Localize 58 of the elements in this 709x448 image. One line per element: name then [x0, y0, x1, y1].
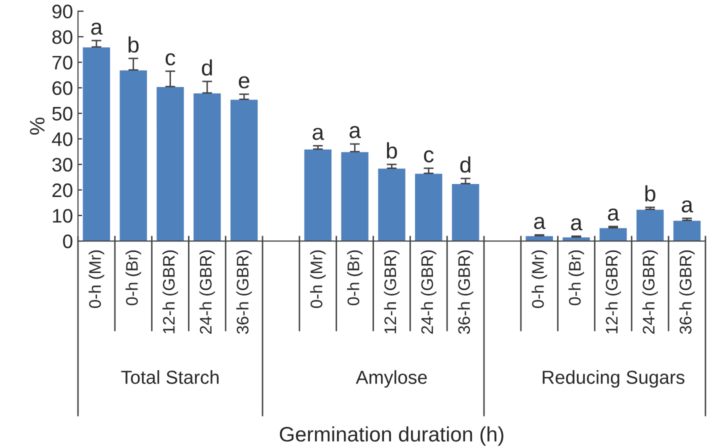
bar	[156, 86, 185, 242]
x-tick-label: 0-h (Br)	[568, 250, 584, 306]
bar	[377, 168, 406, 242]
bar	[340, 151, 370, 242]
data-label: d	[460, 156, 470, 173]
data-label: b	[645, 185, 656, 202]
x-tick-label: 36-h (GBR)	[236, 250, 252, 334]
text: Total Starch	[121, 370, 219, 384]
x-tick-label: 12-h (GBR)	[605, 250, 621, 334]
x-tick-label: 24-h (GBR)	[642, 250, 658, 334]
data-label: d	[202, 59, 212, 76]
x-tick-label: 0-h (Mr)	[88, 250, 104, 308]
text: Reducing Sugars	[542, 370, 684, 388]
data-label: c	[424, 150, 434, 162]
y-tick-label: 90	[52, 4, 72, 18]
data-label: a	[312, 128, 324, 140]
x-tick-label: 0-h (Br)	[347, 250, 363, 306]
x-tick-label: 0-h (Br)	[126, 250, 142, 306]
text: Amylose	[356, 370, 427, 388]
x-tick-label: 24-h (GBR)	[199, 250, 215, 334]
data-label: b	[128, 36, 139, 53]
y-tick-label: 10	[52, 208, 72, 223]
y-tick-label: 30	[52, 158, 72, 172]
y-tick-label: 50	[52, 106, 72, 121]
data-label: c	[166, 53, 176, 66]
data-label: a	[91, 22, 103, 35]
data-label: a	[571, 218, 582, 230]
data-label: e	[238, 76, 250, 88]
bar	[118, 70, 148, 242]
bar	[230, 98, 259, 242]
bar	[451, 183, 480, 242]
x-tick-label: 12-h (GBR)	[162, 250, 178, 334]
data-label: a	[534, 216, 546, 230]
y-tick-label: 20	[52, 183, 72, 198]
data-label: a	[350, 126, 361, 138]
bar	[672, 220, 702, 242]
y-tick-label: 70	[52, 56, 72, 70]
y-axis-title: %	[30, 118, 45, 135]
x-tick-label: 0-h (Mr)	[532, 250, 548, 308]
x-tick-label: 12-h (GBR)	[384, 250, 400, 334]
y-tick-label: 60	[52, 81, 72, 96]
x-tick-label: 36-h (GBR)	[458, 250, 474, 334]
x-tick-label: 36-h (GBR)	[679, 250, 695, 334]
x-tick-label: 0-h (Mr)	[310, 250, 326, 308]
data-label: b	[386, 142, 397, 159]
bar	[636, 208, 665, 242]
bar	[414, 172, 444, 242]
data-label: a	[608, 208, 620, 221]
x-axis-title: Germination duration (h)	[280, 426, 504, 446]
y-tick-label: 80	[52, 30, 72, 44]
bar	[82, 46, 111, 242]
y-tick-label: 40	[52, 132, 72, 146]
bar	[598, 227, 628, 242]
bar	[303, 148, 332, 242]
x-tick-label: 24-h (GBR)	[420, 250, 436, 334]
bar	[192, 92, 222, 242]
y-tick-label: 0	[63, 234, 72, 248]
data-label: a	[682, 200, 694, 213]
